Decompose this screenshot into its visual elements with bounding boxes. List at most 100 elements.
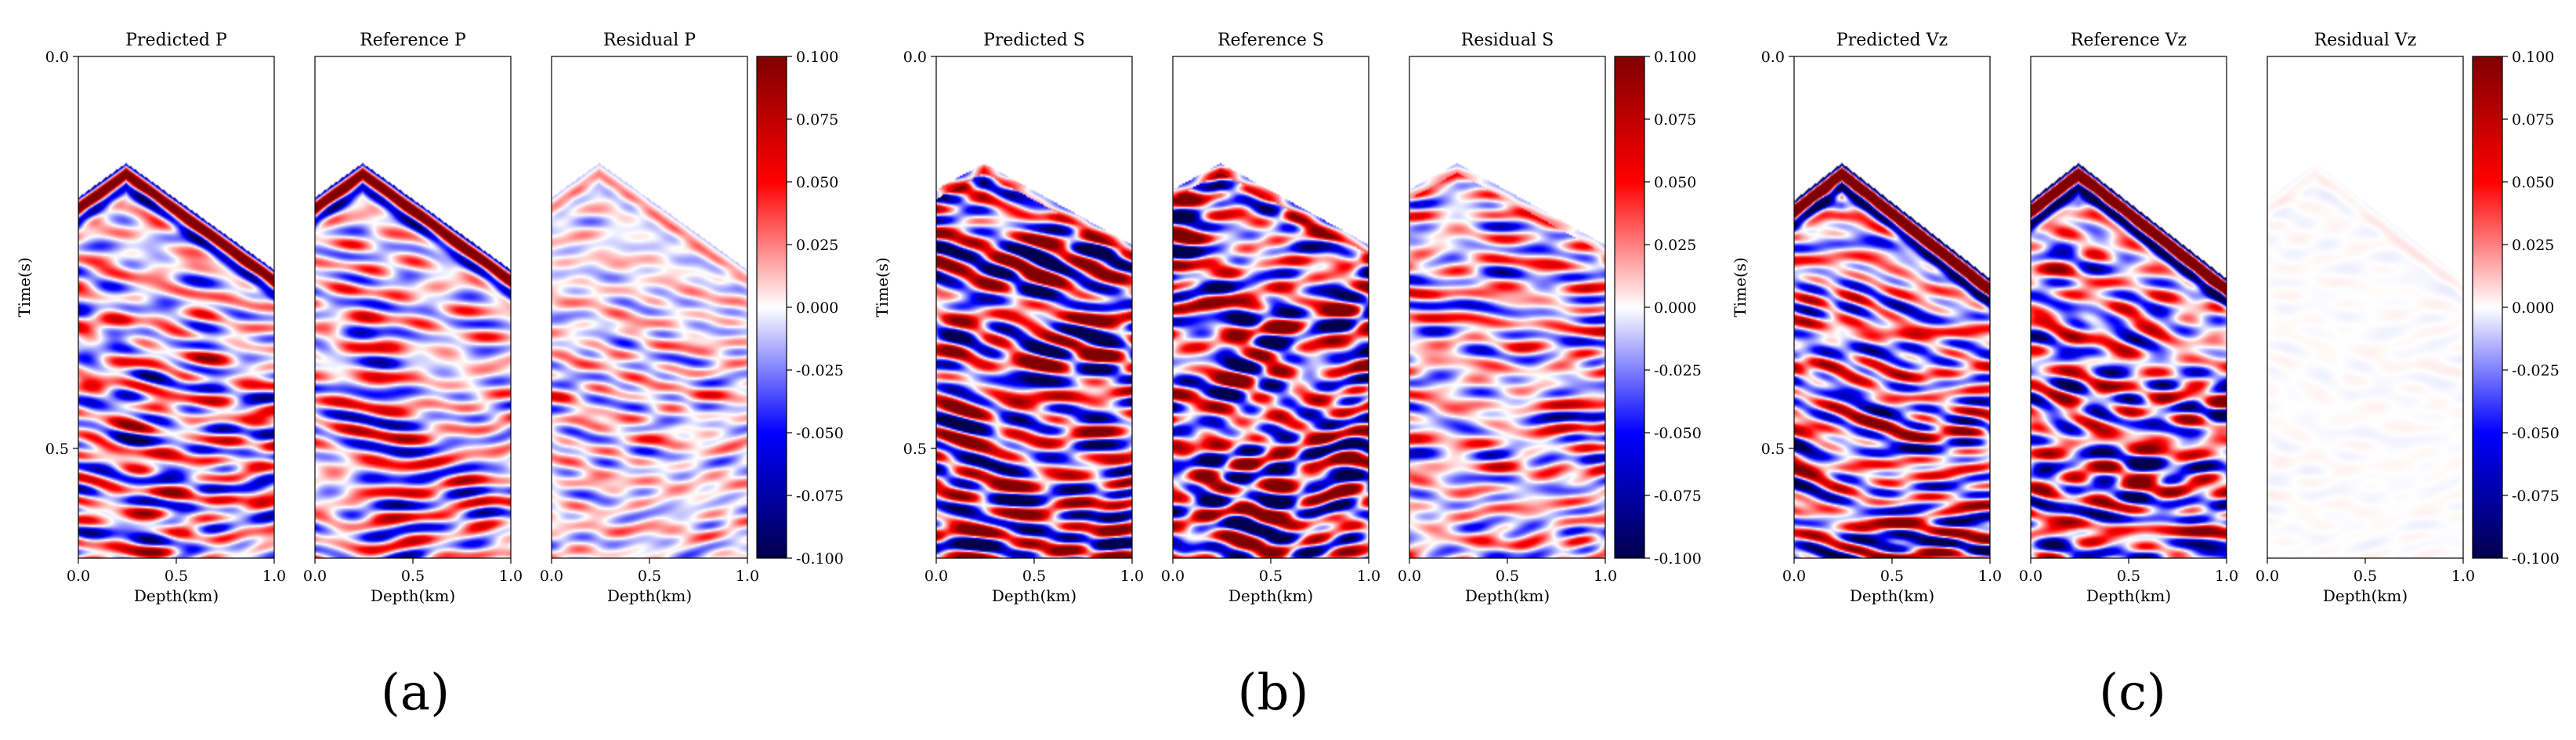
colorbar-tick-label: -0.050: [796, 425, 844, 442]
heatmap-image: [1173, 56, 1369, 558]
panel-title: Predicted P: [125, 31, 227, 50]
x-axis-label: Depth(km): [2323, 586, 2408, 605]
colorbar-tick-label: 0.000: [1654, 299, 1696, 317]
x-axis-label: Depth(km): [1465, 586, 1550, 605]
colorbar-tick-label: -0.075: [1654, 488, 1702, 505]
heatmap-image: [552, 56, 747, 558]
heatmap-image: [936, 56, 1132, 558]
colorbar-tick-label: 0.050: [796, 174, 838, 191]
x-tick-label: 0.0: [67, 568, 90, 585]
colorbar-tick-label: 0.025: [796, 237, 838, 254]
panel-title: Predicted S: [983, 31, 1085, 50]
heatmap-panel: Residual S 0.0 0.5 1.0 Depth(km): [1398, 31, 1617, 605]
colorbar-tick-label: 0.000: [796, 299, 838, 317]
colorbar-tick-label: 0.100: [796, 49, 838, 66]
colorbar: 0.100 0.075 0.050 0.025 0.000 -0.025 -0.050 -0.…: [1614, 49, 1702, 568]
panel-title: Predicted Vz: [1836, 31, 1948, 50]
x-axis-label: Depth(km): [1850, 586, 1934, 605]
panel-title: Residual S: [1461, 31, 1554, 50]
panel-title: Reference Vz: [2071, 31, 2187, 50]
x-tick-label: 0.5: [638, 568, 661, 585]
x-tick-label: 0.0: [1398, 568, 1421, 585]
heatmap-panel: Residual P 0.0 0.5 1.0 Depth(km): [540, 31, 759, 605]
colorbar-tick-label: -0.100: [1654, 550, 1702, 568]
figure-group: Predicted P 0.0 0.5 1.0 Depth(km) 0.0 0.5 Time(…: [15, 31, 844, 722]
x-tick-label: 0.0: [924, 568, 948, 585]
x-tick-label: 0.5: [2117, 568, 2140, 585]
colorbar-tick-label: -0.050: [2512, 425, 2560, 442]
x-axis-label: Depth(km): [1228, 586, 1313, 605]
x-tick-label: 0.0: [1782, 568, 1806, 585]
colorbar-gradient: [756, 56, 787, 559]
x-axis-label: Depth(km): [134, 586, 219, 605]
colorbar-tick-label: -0.075: [796, 488, 844, 505]
colorbar-gradient: [2472, 56, 2503, 559]
colorbar-tick-label: 0.050: [2512, 174, 2554, 191]
colorbar: 0.100 0.075 0.050 0.025 0.000 -0.025 -0.050 -0.…: [2472, 49, 2560, 568]
panel-title: Residual Vz: [2314, 31, 2417, 50]
y-axis-label: Time(s): [15, 257, 34, 317]
panel-title: Reference P: [360, 31, 466, 50]
heatmap-panel: Reference P 0.0 0.5 1.0 Depth(km): [303, 31, 523, 605]
colorbar-tick-label: 0.075: [2512, 111, 2554, 129]
x-tick-label: 0.5: [1022, 568, 1046, 585]
heatmap-image: [1794, 56, 1990, 558]
colorbar-tick-label: 0.050: [1654, 174, 1696, 191]
colorbar-tick-label: 0.000: [2512, 299, 2554, 317]
panel-title: Residual P: [603, 31, 696, 50]
heatmap-image: [78, 56, 274, 558]
x-tick-label: 1.0: [2451, 568, 2475, 585]
heatmap-panel: Predicted P 0.0 0.5 1.0 Depth(km) 0.0 0.5 Time(…: [15, 31, 286, 605]
colorbar-tick-label: -0.100: [796, 550, 844, 568]
x-tick-label: 0.5: [165, 568, 188, 585]
x-tick-label: 1.0: [1120, 568, 1144, 585]
x-tick-label: 1.0: [2215, 568, 2238, 585]
x-tick-label: 0.0: [2019, 568, 2042, 585]
x-tick-label: 0.5: [2353, 568, 2377, 585]
x-axis-label: Depth(km): [2086, 586, 2171, 605]
colorbar-tick-label: -0.025: [796, 362, 844, 379]
x-tick-label: 0.5: [1880, 568, 1904, 585]
x-tick-label: 1.0: [1594, 568, 1617, 585]
colorbar-tick-label: 0.075: [796, 111, 838, 129]
colorbar-gradient: [1614, 56, 1645, 559]
x-axis-label: Depth(km): [992, 586, 1076, 605]
figure-group: Predicted Vz 0.0 0.5 1.0 Depth(km) 0.0 0.5 Time…: [1731, 31, 2560, 722]
x-tick-label: 1.0: [262, 568, 286, 585]
colorbar-tick-label: -0.050: [1654, 425, 1702, 442]
y-tick-label: 0.5: [45, 441, 69, 458]
colorbar-tick-label: -0.100: [2512, 550, 2560, 568]
x-tick-label: 0.0: [540, 568, 563, 585]
heatmap-panel: Predicted S 0.0 0.5 1.0 Depth(km) 0.0 0.5 Time(…: [873, 31, 1144, 605]
panel-title: Reference S: [1217, 31, 1324, 50]
y-tick-label: 0.5: [903, 441, 927, 458]
y-tick-label: 0.0: [1761, 49, 1785, 66]
y-axis-label: Time(s): [1731, 257, 1749, 317]
x-tick-label: 1.0: [1357, 568, 1380, 585]
x-tick-label: 0.5: [401, 568, 425, 585]
colorbar-tick-label: 0.075: [1654, 111, 1696, 129]
heatmap-panel: Reference S 0.0 0.5 1.0 Depth(km): [1161, 31, 1380, 605]
colorbar-tick-label: 0.025: [2512, 237, 2554, 254]
x-tick-label: 1.0: [736, 568, 759, 585]
colorbar: 0.100 0.075 0.050 0.025 0.000 -0.025 -0.050 -0.…: [756, 49, 844, 568]
colorbar-tick-label: 0.100: [2512, 49, 2554, 66]
x-tick-label: 0.5: [1259, 568, 1283, 585]
x-tick-label: 0.5: [1496, 568, 1519, 585]
y-tick-label: 0.0: [903, 49, 927, 66]
colorbar-tick-label: -0.025: [2512, 362, 2560, 379]
heatmap-image: [2267, 56, 2463, 558]
subfigure-label: (b): [1238, 664, 1309, 722]
heatmap-panel: Reference Vz 0.0 0.5 1.0 Depth(km): [2019, 31, 2238, 605]
x-tick-label: 0.0: [1161, 568, 1185, 585]
x-axis-label: Depth(km): [607, 586, 692, 605]
subfigure-label: (c): [2099, 664, 2166, 722]
x-tick-label: 0.0: [303, 568, 327, 585]
colorbar-tick-label: 0.100: [1654, 49, 1696, 66]
subfigure-label: (a): [381, 664, 450, 722]
y-tick-label: 0.0: [45, 49, 69, 66]
y-tick-label: 0.5: [1761, 441, 1785, 458]
x-tick-label: 0.0: [2256, 568, 2279, 585]
x-tick-label: 1.0: [499, 568, 523, 585]
